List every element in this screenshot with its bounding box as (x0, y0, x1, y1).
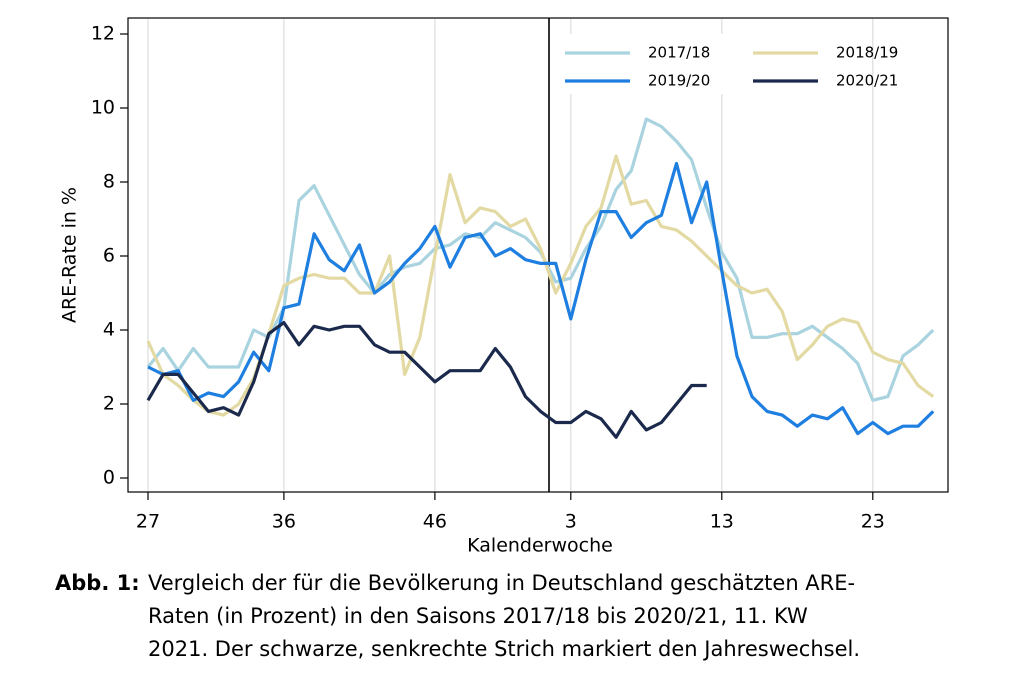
x-tick-label: 13 (710, 511, 734, 533)
x-tick-label: 3 (565, 511, 577, 533)
plot-frame (127, 17, 949, 493)
y-axis-label: ARE-Rate in % (59, 187, 81, 323)
x-tick-label: 27 (136, 511, 160, 533)
x-axis-label: Kalenderwoche (467, 535, 613, 557)
series-line (146, 154, 935, 417)
caption-line: 2021. Der schwarze, senkrechte Strich ma… (148, 637, 860, 661)
legend-label: 2018/19 (836, 44, 898, 62)
legend: 2017/18 2018/19 2019/20 2020/21 (556, 34, 898, 94)
legend-label: 2020/21 (836, 72, 898, 90)
caption-line: Raten (in Prozent) in den Saisons 2017/1… (148, 604, 808, 628)
x-tick-label: 46 (423, 511, 447, 533)
x-tick-label: 36 (272, 511, 296, 533)
caption-label: Abb. 1: (55, 571, 140, 595)
y-tick-label: 10 (91, 97, 115, 119)
legend-box (556, 34, 742, 94)
x-tick-label: 23 (861, 511, 885, 533)
y-tick-label: 4 (103, 319, 115, 341)
y-tick-label: 8 (103, 171, 115, 193)
caption-line: Vergleich der für die Bevölkerung in Deu… (148, 571, 855, 595)
legend-label: 2019/20 (648, 72, 710, 90)
y-tick-label: 2 (103, 393, 115, 415)
y-tick-label: 12 (91, 23, 115, 45)
y-tick-label: 6 (103, 245, 115, 267)
series-line (147, 161, 935, 436)
series-line (146, 321, 707, 439)
y-tick-label: 0 (103, 467, 115, 489)
legend-label: 2017/18 (648, 44, 710, 62)
